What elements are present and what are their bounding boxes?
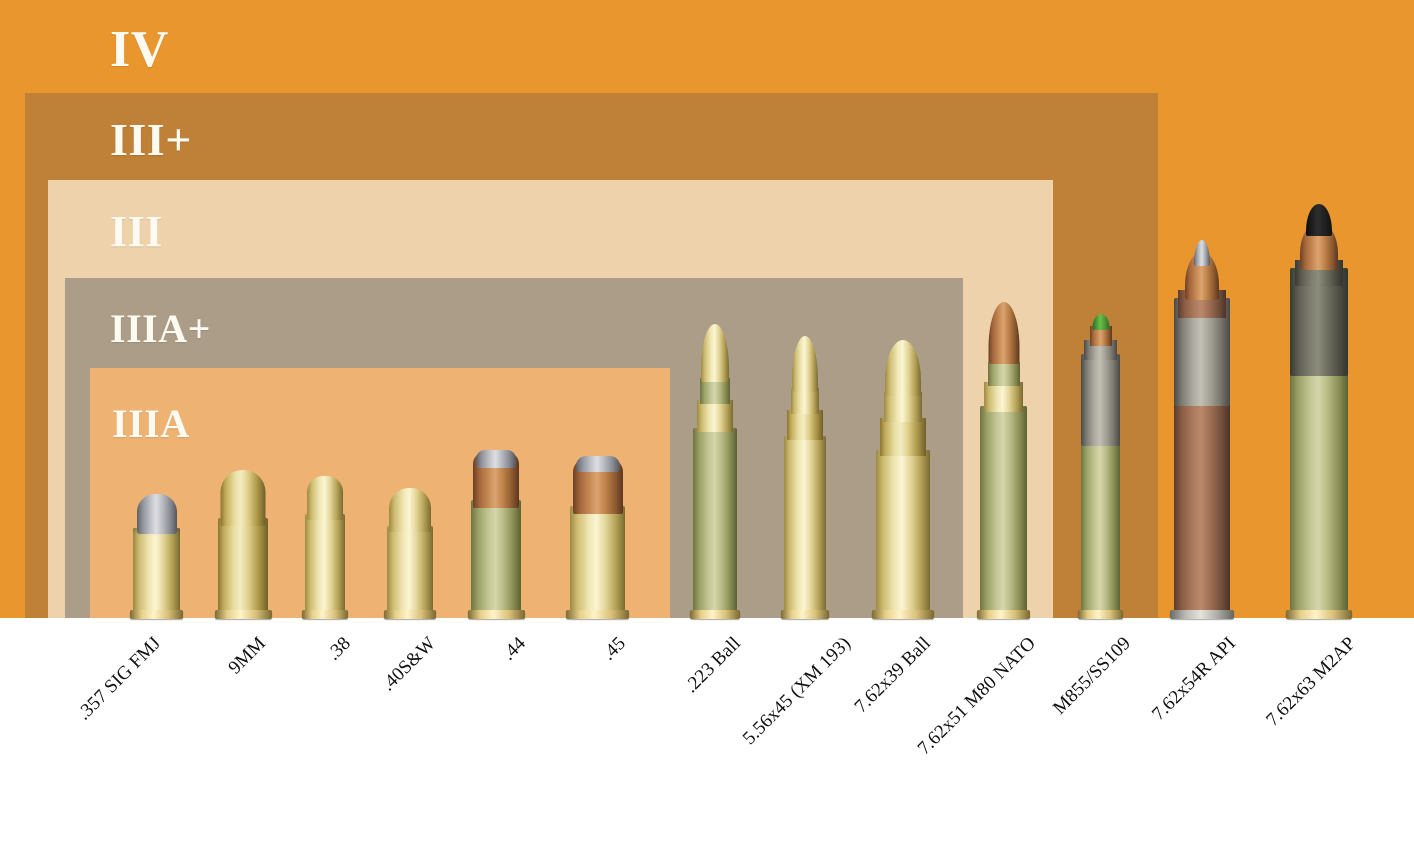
level-label-iiia-plus: IIIA+	[110, 306, 211, 351]
cartridge-9mm	[214, 470, 272, 619]
bullet-tip-green	[1092, 314, 1109, 330]
cartridge-556x45	[781, 336, 829, 619]
cartridge-762x39	[872, 340, 934, 619]
bullet-tip-black	[1306, 204, 1332, 236]
cartridge-357sig	[129, 494, 184, 619]
axis-label-762x51: 7.62x51 M80 NATO	[913, 633, 1040, 760]
bullet-tip	[389, 488, 431, 532]
case-shoulder	[787, 410, 823, 440]
case-neck	[791, 388, 819, 414]
level-label-iiia: IIIA	[112, 401, 190, 446]
cartridge-762x54r	[1170, 240, 1234, 619]
bullet-tip	[1089, 326, 1112, 346]
axis-label-9mm: 9MM	[224, 633, 270, 679]
bullet-tip	[220, 470, 266, 526]
case-shoulder	[983, 382, 1024, 412]
cartridge-45	[566, 456, 629, 619]
bullet-tip	[792, 336, 818, 392]
case-shoulder	[696, 400, 734, 432]
axis-label-44: .44	[498, 633, 530, 665]
bullet-tip	[701, 324, 729, 382]
bullet-hollow-point	[476, 450, 516, 468]
axis-label-357sig: .357 SIG FMJ	[73, 633, 165, 725]
bullet-tip-silver	[1194, 240, 1210, 266]
cartridge-223ball	[689, 324, 741, 619]
bullet-tip	[885, 340, 921, 396]
level-label-iv: IV	[110, 21, 169, 78]
bullet-tip	[307, 476, 343, 520]
case-shoulder	[880, 418, 926, 456]
case-neck	[700, 378, 730, 404]
cartridge-40sw	[383, 488, 437, 619]
cartridge-44	[467, 450, 525, 619]
cartridge-762x51	[976, 302, 1031, 619]
axis-label-45: .45	[598, 633, 630, 665]
cartridge-762x63	[1285, 204, 1353, 619]
cartridge-38	[302, 476, 348, 619]
bullet-tip	[988, 302, 1019, 364]
case-neck	[987, 362, 1020, 386]
cartridge-m855	[1078, 314, 1123, 619]
bullet-hollow-point	[575, 456, 620, 472]
level-label-iii-plus: III+	[110, 114, 192, 165]
case-neck	[884, 392, 922, 422]
bullet-tip	[136, 494, 177, 534]
level-label-iii: III	[110, 207, 163, 256]
axis-label-223ball: .223 Ball	[680, 633, 745, 698]
